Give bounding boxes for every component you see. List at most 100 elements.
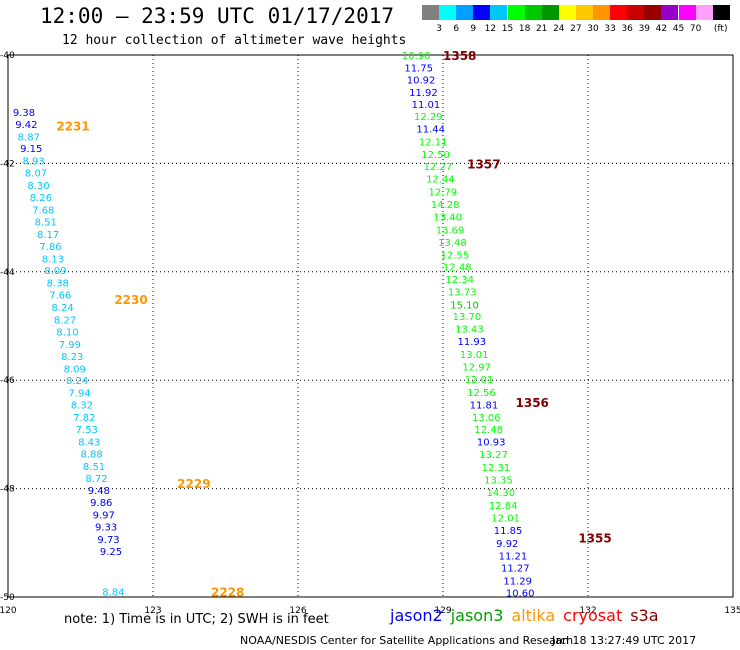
data-point-label: 8.72	[85, 474, 107, 485]
pass-label: 2229	[177, 477, 210, 491]
legend-swatch	[541, 5, 559, 20]
legend-tick-label: 24	[553, 24, 565, 34]
data-point-label: 13.01	[460, 350, 489, 361]
data-point-label: 8.88	[81, 449, 103, 460]
data-point-label: 8.09	[44, 266, 66, 277]
pass-label: 1356	[516, 396, 549, 410]
pass-label: 1358	[443, 49, 476, 63]
data-point-label: 8.24	[52, 303, 74, 314]
data-point-label: 7.86	[39, 242, 61, 253]
data-point-label: 8.24	[66, 376, 88, 387]
data-point-label: 13.73	[448, 287, 477, 298]
data-point-label: 8.27	[54, 315, 76, 326]
pass-label: 2228	[211, 586, 244, 600]
data-point-label: 12.44	[426, 175, 455, 186]
data-point-label: 11.27	[501, 564, 530, 575]
legend-swatch	[627, 5, 645, 20]
data-point-label: 7.68	[32, 205, 54, 216]
data-point-label: 11.93	[458, 337, 487, 348]
data-point-label: 8.84	[102, 588, 124, 599]
legend-swatch	[593, 5, 610, 20]
data-point-label: 11.44	[416, 125, 445, 136]
legend-tick-label: 36	[621, 24, 633, 34]
chart-title: 12:00 – 23:59 UTC 01/17/2017	[40, 4, 395, 28]
y-tick-label: -48	[0, 485, 15, 495]
y-tick-label: -44	[0, 268, 15, 278]
data-point-label: 7.53	[76, 425, 98, 436]
x-tick-label: 135	[724, 606, 740, 616]
data-point-label: 9.92	[496, 539, 518, 550]
data-point-label: 12.48	[474, 425, 503, 436]
legend-tick-label: 6	[453, 24, 460, 34]
x-tick-label: 120	[0, 606, 17, 616]
footer-note: note: 1) Time is in UTC; 2) SWH is in fe…	[64, 612, 329, 627]
legend-swatch	[678, 5, 696, 20]
satellite-label-cryosat: cryosat	[563, 606, 623, 625]
legend-swatch	[644, 5, 662, 20]
data-point-label: 8.30	[27, 181, 49, 192]
legend-tick-label: 42	[655, 24, 668, 34]
satellite-label-s3a: s3a	[630, 606, 659, 625]
satellite-label-altika: altika	[511, 606, 556, 625]
data-point-label: 9.86	[90, 498, 112, 509]
legend-tick-label: 12	[484, 24, 497, 34]
data-point-label: 15.10	[450, 300, 479, 311]
data-point-label: 8.09	[64, 364, 86, 375]
legend-tick-label: 15	[501, 24, 514, 34]
data-point-label: 8.93	[23, 157, 45, 168]
data-point-label: 12.01	[465, 375, 494, 386]
data-point-label: 8.10	[56, 327, 78, 338]
legend-tick-label: 45	[672, 24, 685, 34]
data-point-label: 12.31	[482, 463, 511, 474]
legend-tick-label: 21	[535, 24, 548, 34]
data-point-label: 9.73	[97, 535, 119, 546]
y-tick-label: -40	[0, 51, 15, 61]
data-point-label: 12.55	[441, 250, 470, 261]
data-point-label: 8.38	[47, 279, 69, 290]
data-point-label: 12.79	[429, 188, 458, 199]
data-point-label: 12.29	[414, 112, 443, 123]
data-point-label: 8.13	[42, 254, 64, 265]
data-point-label: 11.92	[409, 88, 438, 99]
x-tick-label: 129	[434, 606, 451, 616]
data-point-label: 10.60	[506, 589, 535, 600]
data-point-label: 8.17	[37, 230, 59, 241]
legend-swatch	[490, 5, 508, 20]
legend-tick-label: 70	[689, 24, 702, 34]
plot-frame	[7, 54, 734, 598]
legend-swatch	[473, 5, 491, 20]
data-point-label: 8.26	[30, 193, 52, 204]
data-point-label: 9.48	[88, 486, 110, 497]
y-tick-label: -50	[0, 593, 15, 603]
legend-tick-label: 9	[470, 24, 477, 34]
data-point-label: 8.87	[18, 132, 40, 143]
x-tick-label: 123	[144, 606, 161, 616]
data-point-label: 11.29	[503, 577, 532, 588]
footer-credit: NOAA/NESDIS Center for Satellite Applica…	[240, 634, 574, 647]
data-point-label: 10.92	[407, 75, 436, 86]
data-point-label: 9.15	[20, 144, 42, 155]
chart-subtitle: 12 hour collection of altimeter wave hei…	[62, 33, 407, 48]
data-point-label: 13.69	[436, 226, 465, 237]
data-point-label: 10.90	[402, 51, 431, 62]
footer-timestamp: Jan 18 13:27:49 UTC 2017	[552, 634, 697, 647]
data-point-label: 11.21	[499, 551, 528, 562]
data-point-label: 8.43	[78, 437, 100, 448]
data-point-label: 7.99	[59, 340, 81, 351]
legend-swatch	[422, 5, 439, 20]
data-point-label: 13.48	[438, 238, 467, 249]
x-tick-label: 126	[289, 606, 306, 616]
data-point-label: 9.33	[95, 523, 117, 534]
legend-swatch	[558, 5, 576, 20]
legend-swatch	[524, 5, 542, 20]
legend-swatch	[695, 5, 713, 20]
data-point-label: 14.28	[431, 200, 460, 211]
data-point-label: 8.32	[71, 401, 93, 412]
pass-label: 2230	[114, 293, 147, 307]
data-point-label: 9.25	[100, 547, 122, 558]
data-point-label: 13.27	[479, 450, 508, 461]
data-point-label: 11.75	[404, 63, 433, 74]
data-point-label: 13.40	[433, 213, 462, 224]
data-point-label: 12.50	[421, 150, 450, 161]
